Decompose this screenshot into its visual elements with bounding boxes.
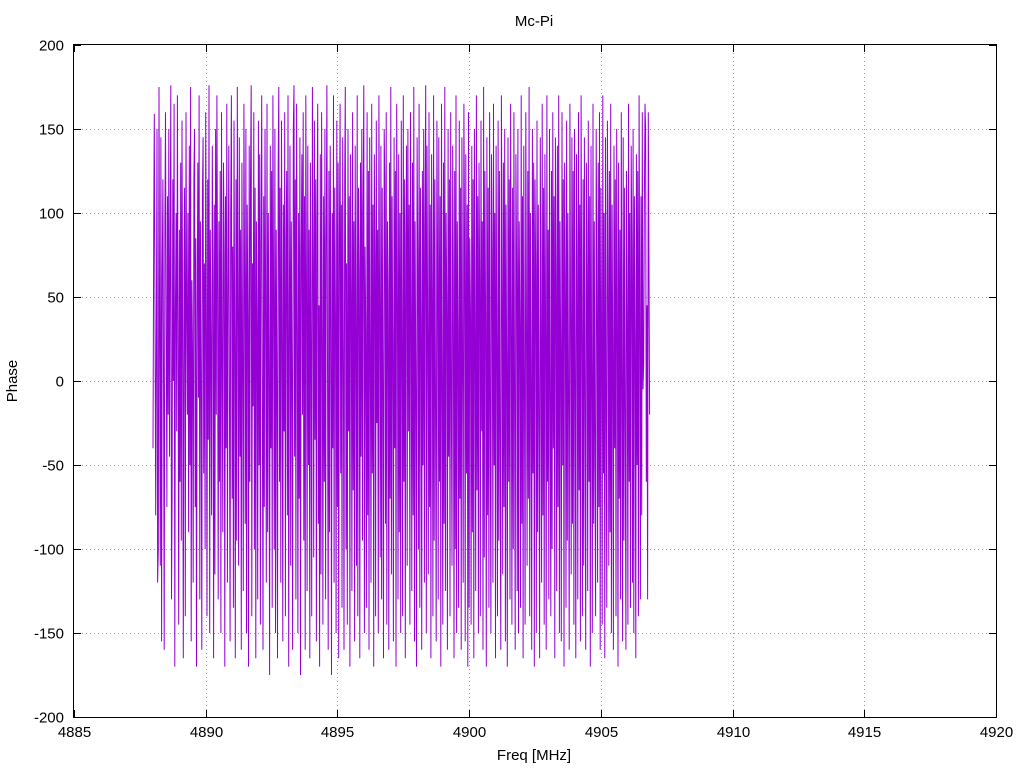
chart-title: Mc-Pi — [515, 13, 553, 30]
plot-frame — [73, 44, 997, 718]
axis-ticks: 4885 4890 4895 4900 4905 4910 4915 4920 -200 -150… — [34, 38, 1013, 742]
y-tick-label: -150 — [34, 626, 64, 643]
x-tick-label: 4890 — [190, 724, 223, 741]
y-tick-label: 150 — [39, 122, 64, 139]
plot-area — [152, 85, 651, 676]
series-line — [152, 85, 651, 676]
x-tick-label: 4900 — [453, 724, 486, 741]
x-tick-label: 4920 — [980, 724, 1013, 741]
x-tick-label: 4895 — [321, 724, 354, 741]
y-tick-label: -200 — [34, 710, 64, 727]
x-tick-label: 4910 — [717, 724, 750, 741]
y-tick-label: 200 — [39, 38, 64, 55]
y-tick-label: 50 — [47, 290, 64, 307]
x-axis-title: Freq [MHz] — [497, 747, 571, 764]
y-axis-title: Phase — [4, 360, 21, 403]
x-tick-label: 4885 — [58, 724, 91, 741]
y-tick-label: -100 — [34, 542, 64, 559]
y-tick-label: 100 — [39, 206, 64, 223]
y-tick-label: 0 — [56, 374, 64, 391]
x-tick-label: 4915 — [848, 724, 881, 741]
y-tick-label: -50 — [42, 458, 64, 475]
x-tick-label: 4905 — [585, 724, 618, 741]
